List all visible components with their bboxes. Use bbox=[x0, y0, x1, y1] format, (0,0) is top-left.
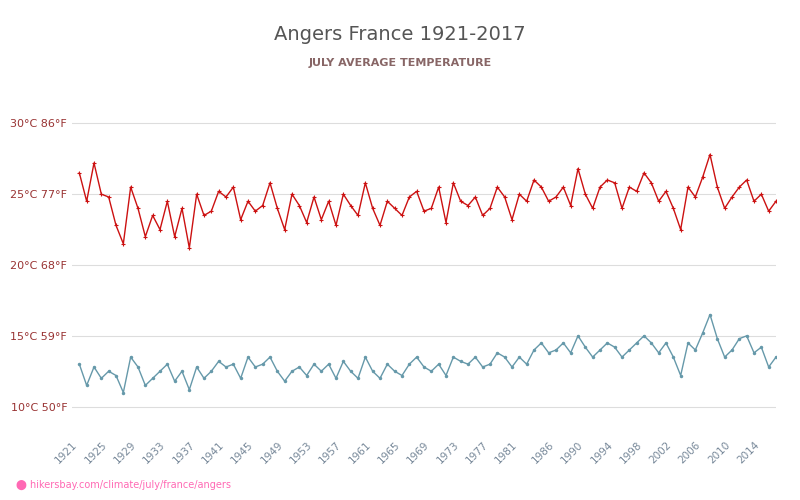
Text: ⬤ hikersbay.com/climate/july/france/angers: ⬤ hikersbay.com/climate/july/france/ange… bbox=[16, 480, 231, 490]
Text: JULY AVERAGE TEMPERATURE: JULY AVERAGE TEMPERATURE bbox=[308, 58, 492, 68]
Text: Angers France 1921-2017: Angers France 1921-2017 bbox=[274, 26, 526, 44]
Y-axis label: TEMPERATURE: TEMPERATURE bbox=[0, 224, 3, 306]
